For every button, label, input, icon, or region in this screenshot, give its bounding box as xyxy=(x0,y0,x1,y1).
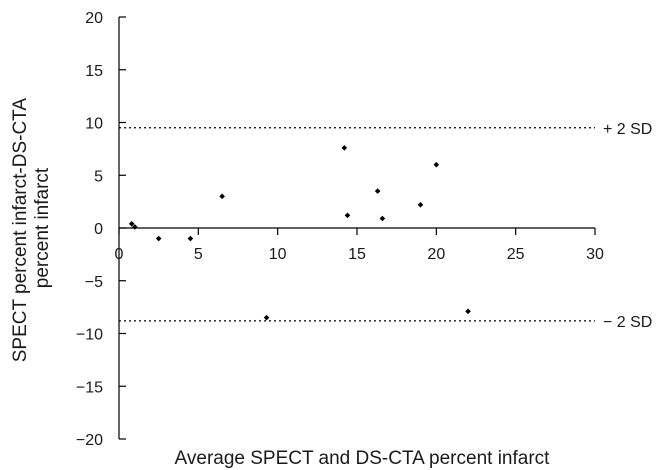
reference-line-labels: + 2 SD − 2 SD xyxy=(603,121,652,331)
data-point xyxy=(379,215,386,222)
y-tick-label: 0 xyxy=(94,221,103,238)
data-points xyxy=(128,145,471,321)
data-point xyxy=(374,188,381,194)
y-tick-label: 20 xyxy=(85,10,103,27)
data-point xyxy=(344,212,351,219)
reference-line-label: − 2 SD xyxy=(603,314,652,331)
y-tick-label: −5 xyxy=(85,274,103,291)
data-point xyxy=(417,201,424,208)
y-tick-label: 5 xyxy=(94,168,103,185)
y-tick-label: −20 xyxy=(76,432,103,449)
data-point xyxy=(155,235,162,242)
data-point xyxy=(341,145,348,151)
data-point xyxy=(219,193,225,200)
y-tick-label: −10 xyxy=(76,327,103,344)
data-point xyxy=(465,308,471,315)
data-point xyxy=(132,224,138,230)
x-tick-label: 10 xyxy=(269,246,287,263)
reference-lines xyxy=(119,127,595,322)
x-tick-label: 30 xyxy=(586,246,604,263)
x-tick-label: 15 xyxy=(348,246,366,263)
x-axis-ticks: 0 5 10 15 20 25 30 xyxy=(115,228,604,263)
y-axis-title: SPECT percent infarct-DS-CTA percent inf… xyxy=(10,94,53,363)
reference-line-label: + 2 SD xyxy=(603,121,652,138)
y-axis-title-line-1: SPECT percent infarct-DS-CTA xyxy=(10,98,31,363)
y-axis-ticks: 20 15 10 5 0 −5 −10 −15 −20 xyxy=(76,10,126,449)
data-point xyxy=(128,220,135,227)
y-tick-label: 15 xyxy=(85,63,103,80)
data-point xyxy=(187,235,194,242)
y-tick-label: 10 xyxy=(85,116,103,133)
x-tick-label: 0 xyxy=(115,246,124,263)
x-tick-label: 20 xyxy=(427,246,445,263)
data-point xyxy=(263,314,270,321)
data-point xyxy=(433,161,440,168)
y-tick-label: −15 xyxy=(76,379,103,396)
x-tick-label: 5 xyxy=(194,246,203,263)
x-axis-title: Average SPECT and DS-CTA percent infarct xyxy=(175,448,551,469)
x-tick-label: 25 xyxy=(507,246,525,263)
y-axis-title-line-2: percent infarct xyxy=(32,167,53,288)
